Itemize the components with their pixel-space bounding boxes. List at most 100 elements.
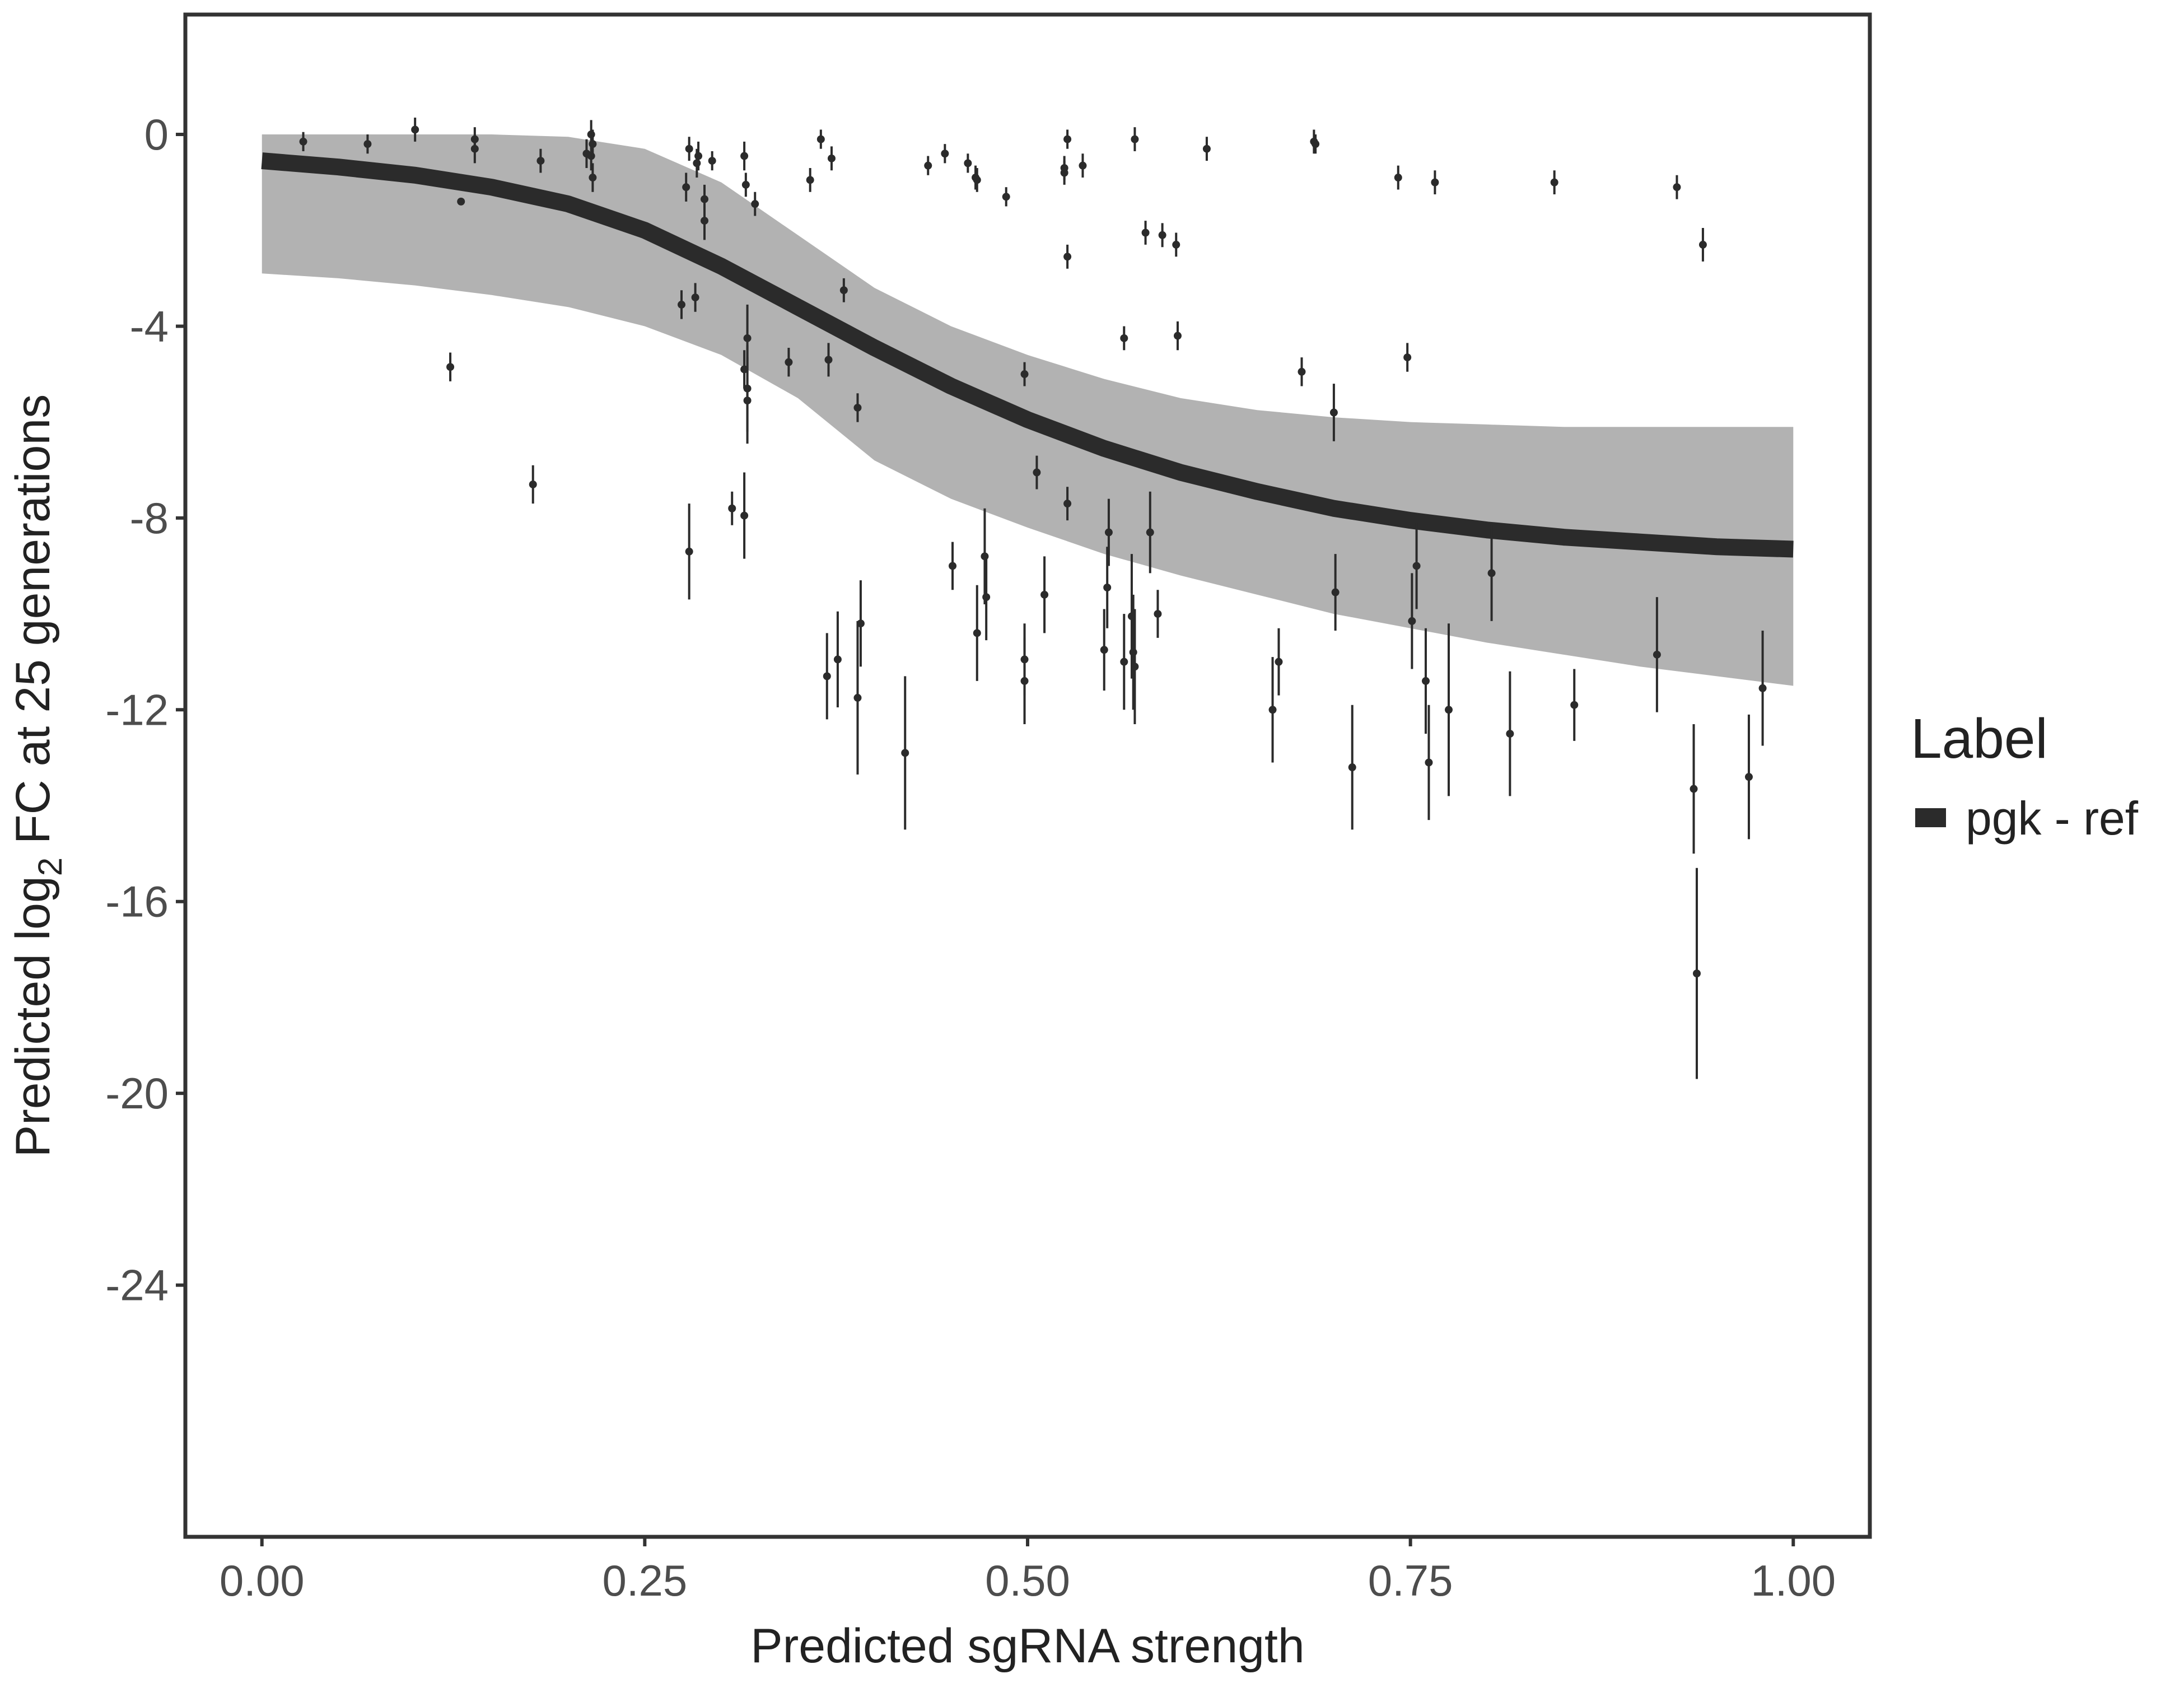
data-point (982, 593, 991, 602)
data-point (1275, 658, 1283, 666)
data-point (1020, 370, 1029, 379)
data-point (1412, 562, 1421, 570)
data-point (1063, 500, 1072, 508)
data-point (1063, 135, 1072, 143)
data-point (1692, 969, 1701, 978)
data-point (1425, 758, 1433, 767)
data-point (1060, 164, 1068, 172)
y-tick-label: -4 (130, 301, 169, 351)
data-point (1172, 240, 1180, 249)
data-point (1403, 353, 1412, 362)
fit-layer (261, 152, 1794, 558)
x-tick-label: 0.50 (985, 1556, 1070, 1605)
fit-line (261, 152, 1794, 558)
data-point (973, 629, 981, 637)
data-point (694, 152, 703, 160)
data-point (587, 130, 595, 139)
data-point (1653, 650, 1661, 659)
data-point (1120, 658, 1128, 666)
data-point (743, 334, 752, 342)
data-point (839, 286, 848, 295)
data-point (1033, 468, 1041, 477)
data-point (411, 125, 419, 134)
data-point (1329, 408, 1338, 417)
data-point (1002, 193, 1010, 201)
y-tick-label: -24 (105, 1261, 169, 1310)
data-point (1312, 140, 1320, 148)
data-point (1431, 178, 1439, 187)
data-point (1202, 144, 1211, 153)
data-point (751, 200, 759, 208)
data-point (1550, 178, 1558, 187)
data-point (924, 161, 932, 170)
data-point (682, 183, 690, 192)
data-point (1331, 588, 1340, 596)
y-axis-title-part: Predicted log (6, 876, 60, 1157)
data-point (901, 749, 909, 757)
y-axis-title: Predicted log2 FC at 25 generations (6, 394, 69, 1157)
data-point (677, 300, 685, 309)
data-point (964, 159, 972, 167)
data-point (1506, 730, 1514, 738)
data-point (691, 293, 699, 302)
y-tick-label: -12 (105, 685, 169, 734)
y-tick-label: -8 (130, 493, 169, 543)
data-point (728, 504, 736, 512)
x-tick-label: 1.00 (1751, 1556, 1836, 1605)
data-point (1040, 590, 1049, 599)
y-axis-title-sub: 2 (31, 857, 69, 876)
data-point (853, 403, 862, 412)
data-point (1104, 528, 1113, 537)
data-point (1408, 617, 1416, 625)
data-point (823, 672, 831, 680)
data-point (1146, 528, 1154, 537)
data-point (708, 157, 716, 165)
data-point (1698, 240, 1707, 249)
y-tick-label: -20 (105, 1069, 169, 1118)
data-point (1100, 646, 1108, 654)
data-point (299, 137, 307, 146)
data-point (1103, 583, 1112, 591)
data-point (685, 547, 693, 556)
x-axis-title: Predicted sgRNA strength (750, 1619, 1305, 1673)
data-point (806, 176, 814, 184)
legend-label: pgk - ref (1966, 792, 2139, 845)
data-point (457, 197, 465, 206)
legend-key (1915, 808, 1946, 827)
data-point (824, 356, 833, 364)
data-point (816, 135, 825, 143)
data-point (1131, 135, 1139, 143)
data-point (1421, 677, 1430, 685)
point-layer (299, 118, 1767, 1079)
data-point (941, 150, 949, 158)
data-point (1129, 648, 1137, 656)
data-point (1063, 253, 1072, 261)
data-point (785, 358, 793, 366)
data-point (1141, 229, 1150, 237)
data-point (529, 480, 537, 488)
x-tick-label: 0.00 (220, 1556, 305, 1605)
x-tick-label: 0.75 (1368, 1556, 1453, 1605)
band-layer (262, 134, 1794, 686)
data-point (1131, 663, 1139, 671)
data-point (1348, 763, 1356, 772)
data-point (1758, 684, 1767, 692)
data-point (853, 693, 862, 702)
data-point (1570, 701, 1579, 709)
x-tick-label: 0.25 (602, 1556, 687, 1605)
data-point (973, 176, 981, 184)
data-point (827, 154, 836, 162)
data-point (363, 140, 372, 148)
data-point (1487, 569, 1496, 577)
data-point (981, 552, 989, 561)
data-point (1173, 332, 1182, 340)
legend-title: Label (1911, 707, 2048, 770)
y-tick-label: 0 (144, 110, 169, 159)
data-point (833, 655, 842, 664)
data-point (1120, 334, 1128, 342)
data-point (949, 562, 957, 570)
data-point (589, 174, 597, 182)
data-point (470, 144, 479, 153)
